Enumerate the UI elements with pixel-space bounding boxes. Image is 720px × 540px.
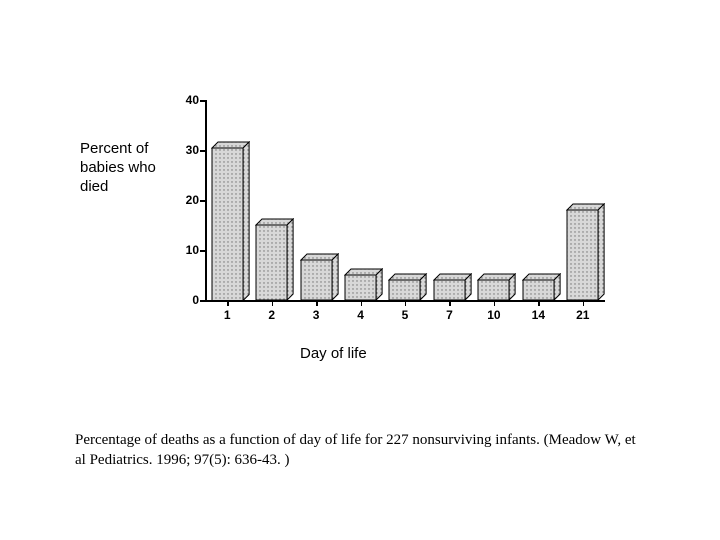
bar-slot: 2 [249,100,293,300]
x-tick [227,300,229,306]
bar-slot: 21 [561,100,605,300]
x-tick-label: 21 [561,308,605,322]
bars-container: 123457101421 [205,100,605,300]
y-axis-label: Percent of babies who died [80,140,170,196]
x-tick-label: 5 [383,308,427,322]
bar [522,273,561,301]
x-tick [583,300,585,306]
y-tick [200,300,207,302]
x-tick [316,300,318,306]
y-tick-label: 40 [177,93,199,107]
x-tick-label: 4 [338,308,382,322]
y-tick-label: 10 [177,243,199,257]
bar-slot: 7 [427,100,471,300]
bar [255,218,294,301]
page: Percent of babies who died 0 10 20 30 40 123… [0,0,720,540]
x-tick-label: 10 [472,308,516,322]
bar [211,141,250,302]
x-tick [494,300,496,306]
bar [566,203,605,301]
bar-slot: 4 [338,100,382,300]
x-tick-label: 2 [249,308,293,322]
x-tick-label: 14 [516,308,560,322]
bar [433,273,472,301]
x-tick-label: 3 [294,308,338,322]
bar-chart: 010203040 123457101421 [185,100,615,310]
bar-slot: 3 [294,100,338,300]
x-tick [538,300,540,306]
y-tick-label: 30 [177,143,199,157]
x-axis-label: Day of life [300,345,367,362]
bar-slot: 10 [472,100,516,300]
caption: Percentage of deaths as a function of da… [75,430,645,471]
x-tick-label: 1 [205,308,249,322]
x-tick [405,300,407,306]
bar [477,273,516,301]
bar-slot: 5 [383,100,427,300]
bar-slot: 14 [516,100,560,300]
bar [388,273,427,301]
y-tick-label: 0 [177,293,199,307]
x-tick [361,300,363,306]
x-tick [449,300,451,306]
bar-slot: 1 [205,100,249,300]
x-tick-label: 7 [427,308,471,322]
bar [300,253,339,301]
y-tick-label: 20 [177,193,199,207]
bar [344,268,383,301]
x-tick [272,300,274,306]
